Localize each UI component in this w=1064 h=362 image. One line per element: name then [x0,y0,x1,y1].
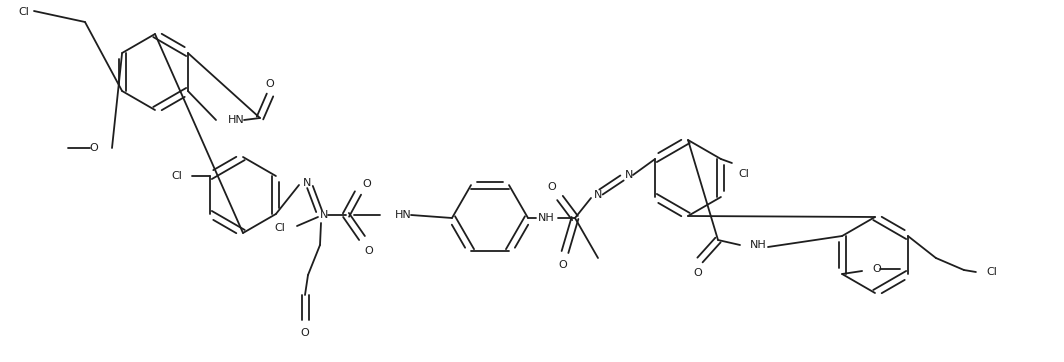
Text: O: O [559,260,567,270]
Text: O: O [301,328,310,338]
Text: O: O [89,143,98,153]
Text: O: O [872,264,881,274]
Text: Cl: Cl [738,169,749,179]
Text: Cl: Cl [171,171,182,181]
Text: N: N [303,178,312,188]
Text: N: N [625,170,633,180]
Text: O: O [266,79,275,89]
Text: O: O [547,182,556,192]
Text: Cl: Cl [986,267,997,277]
Text: HN: HN [228,115,245,125]
Text: Cl: Cl [275,223,285,233]
Text: NH: NH [538,213,554,223]
Text: HN: HN [395,210,412,220]
Text: Cl: Cl [18,7,29,17]
Text: N: N [594,190,602,200]
Text: NH: NH [750,240,767,250]
Text: O: O [694,268,702,278]
Text: O: O [362,179,370,189]
Text: O: O [364,246,372,256]
Text: N: N [320,210,329,220]
